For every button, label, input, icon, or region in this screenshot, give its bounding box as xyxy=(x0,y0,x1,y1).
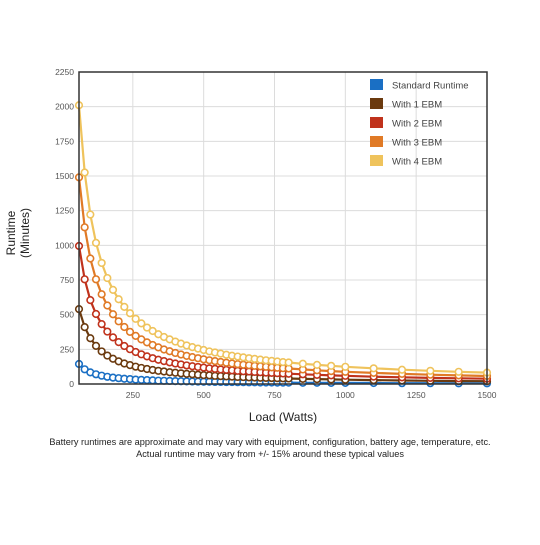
y-tick-label: 2000 xyxy=(55,102,74,112)
data-point xyxy=(312,360,322,369)
legend-item: With 4 EBM xyxy=(370,155,442,168)
legend-swatch xyxy=(370,98,383,109)
data-point xyxy=(86,254,95,263)
x-tick-label: 500 xyxy=(197,390,211,400)
legend-label: With 4 EBM xyxy=(392,157,442,168)
data-point xyxy=(91,341,101,350)
series-with-4-ebm xyxy=(74,101,492,377)
data-point xyxy=(397,365,407,374)
y-tick-label: 1000 xyxy=(55,240,74,250)
data-point xyxy=(125,309,135,318)
data-point xyxy=(91,275,101,284)
y-tick-labels: 0 250 500 750 1000 1250 1500 1750 2000 2250 xyxy=(55,67,74,389)
data-point xyxy=(103,301,112,310)
y-tick-label: 1250 xyxy=(55,206,74,216)
data-point xyxy=(80,323,89,332)
data-point xyxy=(108,333,118,342)
data-point xyxy=(131,314,140,323)
x-tick-label: 250 xyxy=(126,390,140,400)
data-point xyxy=(86,296,95,305)
data-point xyxy=(369,364,378,373)
footnote-line1: Battery runtimes are approximate and may… xyxy=(49,437,491,447)
x-tick-labels: 250 500 750 1000 1250 1500 xyxy=(126,390,497,400)
data-point xyxy=(97,319,106,329)
legend-swatch xyxy=(370,155,383,166)
data-point xyxy=(120,302,129,312)
data-point xyxy=(114,295,123,304)
data-point xyxy=(341,362,350,371)
legend-item: With 2 EBM xyxy=(370,117,442,130)
data-point xyxy=(86,210,95,219)
data-point xyxy=(103,327,112,336)
legend-label: With 3 EBM xyxy=(392,138,442,149)
data-point xyxy=(142,323,152,332)
data-point xyxy=(80,275,89,284)
data-point xyxy=(137,319,146,328)
data-point xyxy=(114,317,123,326)
data-point xyxy=(125,327,135,336)
data-point xyxy=(120,322,129,332)
data-point xyxy=(91,238,101,247)
legend-item: With 3 EBM xyxy=(370,136,442,149)
data-point xyxy=(108,285,118,294)
legend-item: Standard Runtime xyxy=(370,79,469,92)
legend: Standard Runtime With 1 EBM With 2 EBM With… xyxy=(370,79,469,168)
data-point xyxy=(454,367,463,376)
data-point xyxy=(97,290,106,299)
footnote: Battery runtimes are approximate and may… xyxy=(0,436,540,460)
data-point xyxy=(80,223,89,232)
y-tick-label: 750 xyxy=(60,275,74,285)
data-point xyxy=(284,358,293,367)
data-point xyxy=(298,359,307,368)
plot-area xyxy=(79,72,487,384)
data-point xyxy=(97,258,106,268)
legend-item: With 1 EBM xyxy=(370,98,442,111)
x-axis-title: Load (Watts) xyxy=(249,410,317,424)
data-point xyxy=(114,338,123,347)
x-tick-label: 1250 xyxy=(407,390,426,400)
data-point xyxy=(108,310,118,319)
y-axis-title-line2: (Minutes) xyxy=(18,208,32,258)
y-axis-title-line1: Runtime xyxy=(4,210,18,255)
legend-label: With 2 EBM xyxy=(392,119,442,130)
data-point xyxy=(80,168,89,177)
data-point xyxy=(131,331,140,340)
x-tick-label: 1500 xyxy=(478,390,497,400)
data-point xyxy=(426,366,435,375)
data-point xyxy=(103,273,112,283)
plot-border xyxy=(78,71,488,385)
y-tick-label: 0 xyxy=(69,379,74,389)
legend-swatch xyxy=(370,79,383,90)
footnote-line2: Actual runtime may vary from +/- 15% aro… xyxy=(136,449,404,459)
x-tick-label: 750 xyxy=(267,390,281,400)
data-point xyxy=(86,334,95,343)
y-tick-label: 2250 xyxy=(55,67,74,77)
legend-label: Standard Runtime xyxy=(392,81,469,92)
y-tick-label: 1750 xyxy=(55,136,74,146)
legend-swatch xyxy=(370,136,383,147)
legend-swatch xyxy=(370,117,383,128)
y-tick-label: 250 xyxy=(60,344,74,354)
data-point xyxy=(97,347,106,356)
y-tick-label: 1500 xyxy=(55,171,74,181)
x-tick-label: 1000 xyxy=(336,390,355,400)
y-tick-label: 500 xyxy=(60,310,74,320)
legend-label: With 1 EBM xyxy=(392,100,442,111)
data-point xyxy=(327,361,336,370)
data-point xyxy=(91,309,101,319)
